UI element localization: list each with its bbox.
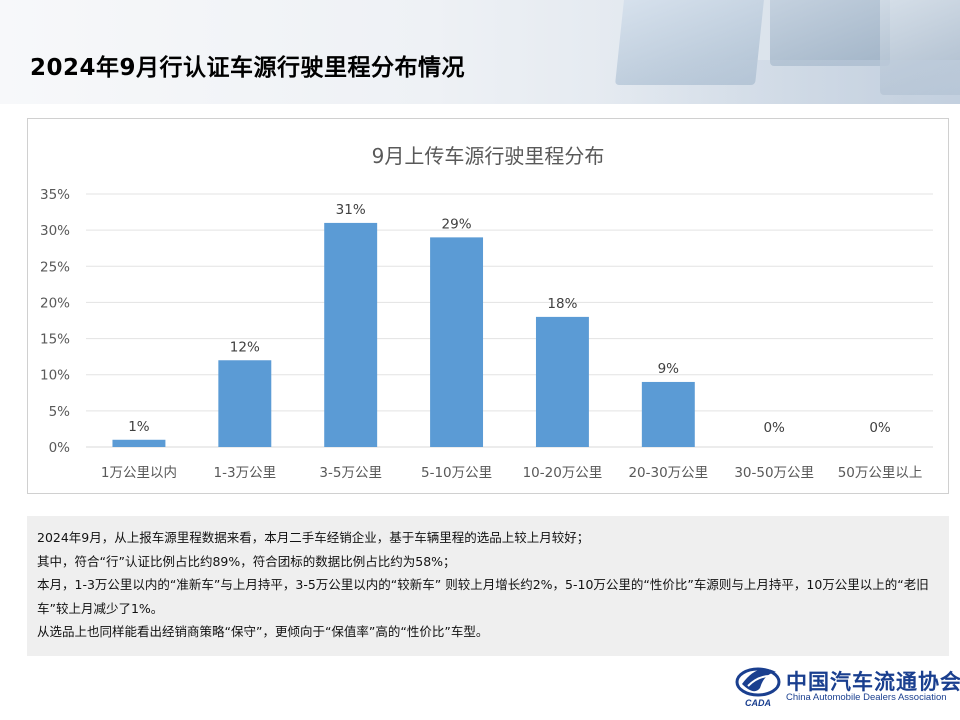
- logo-name-en: China Automobile Dealers Association: [786, 692, 947, 703]
- decorative-gradient: [600, 60, 960, 104]
- x-tick-label: 5-10万公里: [421, 465, 492, 481]
- data-labels: 1% 12% 31% 29% 18% 9% 0% 0%: [128, 202, 891, 436]
- bar: [112, 439, 166, 447]
- y-tick-label: 10%: [40, 368, 70, 384]
- x-tick-label: 30-50万公里: [734, 465, 814, 481]
- bar: [324, 222, 378, 447]
- x-axis-ticks: 1万公里以内 1-3万公里 3-5万公里 5-10万公里 10-20万公里 20-30万公…: [101, 465, 923, 481]
- cada-logo: CADA 中国汽车流通协会 China Automobile Dealers A…: [734, 662, 960, 710]
- note-line: 本月，1-3万公里以内的“准新车”与上月持平，3-5万公里以内的“较新车” 则较…: [37, 577, 929, 616]
- y-tick-label: 30%: [40, 223, 70, 239]
- bar: [430, 237, 484, 447]
- data-label: 0%: [763, 420, 785, 436]
- y-tick-label: 35%: [40, 187, 70, 203]
- note-line: 其中，符合“行”认证比例占比约89%，符合团标的数据比例占比约为58%；: [37, 553, 456, 569]
- data-label: 29%: [442, 216, 472, 232]
- x-tick-label: 20-30万公里: [628, 465, 708, 481]
- note-line: 从选品上也同样能看出经销商策略“保守”，更倾向于“保值率”高的“性价比”车型。: [37, 624, 489, 639]
- notes-panel: 2024年9月，从上报车源里程数据来看，本月二手车经销企业，基于车辆里程的选品上…: [27, 516, 949, 656]
- decorative-cube: [770, 0, 890, 66]
- chart-title: 9月上传车源行驶里程分布: [372, 144, 605, 168]
- data-label: 12%: [230, 339, 260, 355]
- x-tick-label: 1万公里以内: [101, 465, 177, 481]
- header-banner: 2024年9月行认证车源行驶里程分布情况: [0, 0, 960, 104]
- data-label: 9%: [658, 361, 680, 377]
- data-label: 1%: [128, 419, 150, 435]
- bar: [641, 381, 695, 447]
- y-tick-label: 25%: [40, 259, 70, 275]
- data-label: 18%: [547, 296, 577, 312]
- logo-abbr: CADA: [745, 698, 771, 708]
- note-line: 2024年9月，从上报车源里程数据来看，本月二手车经销企业，基于车辆里程的选品上…: [37, 530, 590, 545]
- y-tick-label: 15%: [40, 332, 70, 348]
- bar-chart: 9月上传车源行驶里程分布 0% 5% 10% 15% 20% 25% 30% 35% 1% 12…: [40, 144, 933, 481]
- x-tick-label: 50万公里以上: [838, 465, 923, 481]
- bars: [112, 222, 695, 447]
- x-tick-label: 3-5万公里: [319, 465, 382, 481]
- bar-chart-panel: 9月上传车源行驶里程分布 0% 5% 10% 15% 20% 25% 30% 35% 1% 12…: [27, 118, 949, 494]
- x-tick-label: 10-20万公里: [523, 465, 603, 481]
- y-tick-label: 5%: [49, 404, 71, 420]
- bar: [535, 316, 589, 447]
- y-axis-ticks: 0% 5% 10% 15% 20% 25% 30% 35%: [40, 187, 70, 456]
- x-tick-label: 1-3万公里: [214, 465, 277, 481]
- bar: [218, 360, 272, 447]
- data-label: 0%: [869, 420, 891, 436]
- page-title: 2024年9月行认证车源行驶里程分布情况: [30, 55, 466, 81]
- y-tick-label: 20%: [40, 295, 70, 311]
- data-label: 31%: [336, 202, 366, 218]
- cada-emblem-icon: CADA: [735, 667, 781, 708]
- y-tick-label: 0%: [49, 440, 71, 456]
- logo-name-cn: 中国汽车流通协会: [786, 669, 960, 694]
- gridlines: [86, 193, 933, 448]
